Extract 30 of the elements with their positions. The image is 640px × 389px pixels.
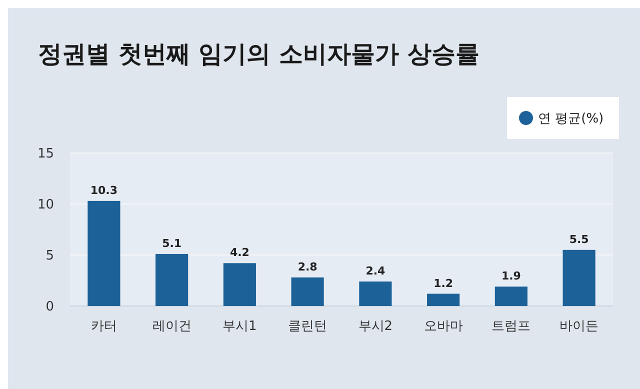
data-label: 1.9 [501,270,521,283]
data-label: 5.1 [162,236,182,250]
bar [359,282,392,306]
y-tick-label: 0 [46,300,54,315]
x-tick-label: 오바마 [424,319,463,334]
bar [88,200,120,306]
bar [291,277,324,306]
x-tick-label: 트럼프 [492,319,531,334]
bar [562,250,596,306]
x-tick-label: 부시1 [222,319,257,334]
y-tick-label: 5 [46,248,54,264]
x-tick-label: 레이건 [152,319,192,334]
x-tick-label: 카터 [90,319,117,334]
legend-label: 연 평균(%) [538,112,604,127]
chart-title: 정권별 첫번째 임기의 소비자물가 상승률 [38,40,480,68]
y-tick-label: 15 [37,146,54,162]
bar [494,286,528,306]
data-label: 2.8 [298,260,318,274]
x-tick-label: 바이든 [560,319,599,334]
bar [427,294,460,306]
data-label: 4.2 [230,246,250,260]
data-label: 2.4 [366,264,386,278]
y-tick-label: 10 [37,198,54,213]
x-tick-label: 클린턴 [288,319,328,334]
bar [156,254,188,306]
bar [223,263,256,306]
x-tick-label: 부시2 [358,319,393,334]
data-label: 10.3 [90,184,118,197]
data-label: 1.2 [434,276,454,290]
data-label: 5.5 [569,232,589,246]
